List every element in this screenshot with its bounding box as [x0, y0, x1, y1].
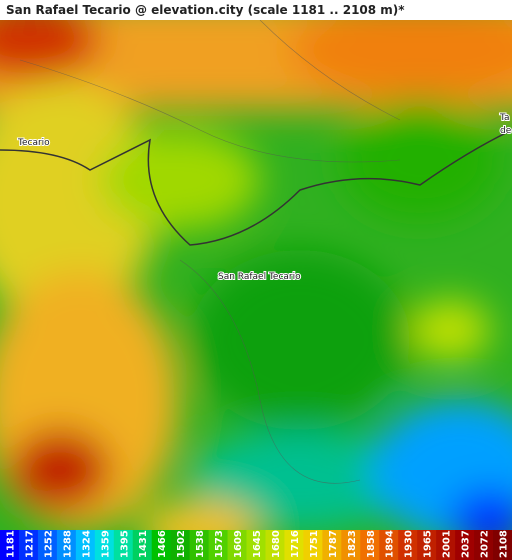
legend-swatch [151, 530, 172, 560]
legend-swatch [398, 530, 418, 560]
legend-label: 1716 [290, 530, 301, 558]
legend-label: 1181 [5, 530, 16, 558]
place-label: Tecario [17, 138, 50, 148]
legend-label: 1930 [404, 530, 415, 558]
legend-label: 1609 [233, 530, 244, 558]
legend-swatch [455, 530, 475, 560]
legend-swatch [303, 530, 323, 560]
legend-label: 1252 [43, 530, 54, 558]
place-label: Ta [499, 113, 510, 123]
legend: 1181 1217 1252 1288 1324 1359 1395 1431 1466 1502… [0, 530, 512, 560]
legend-label: 1395 [119, 530, 130, 558]
legend-swatch [113, 530, 134, 560]
legend-label: 1288 [62, 530, 73, 558]
legend-label: 2108 [499, 530, 510, 558]
legend-swatch [341, 530, 361, 560]
map-title: San Rafael Tecario @ elevation.city (sca… [6, 3, 405, 17]
legend-swatch [170, 530, 191, 560]
legend-swatch [37, 530, 58, 560]
legend-label: 1787 [328, 530, 339, 558]
legend-swatch [360, 530, 380, 560]
legend-swatch [417, 530, 437, 560]
legend-swatch [379, 530, 399, 560]
legend-label: 2037 [461, 530, 472, 558]
legend-label: 1502 [176, 530, 187, 558]
legend-label: 1751 [309, 530, 320, 558]
legend-label: 1894 [385, 530, 396, 558]
legend-swatch [208, 530, 229, 560]
legend-swatch [189, 530, 210, 560]
legend-swatch [132, 530, 153, 560]
legend-label: 1217 [24, 530, 35, 558]
place-label: San Rafael Tecario [218, 272, 301, 282]
legend-swatch [322, 530, 342, 560]
legend-label: 1645 [252, 530, 263, 558]
legend-swatch [246, 530, 266, 560]
legend-swatch [265, 530, 285, 560]
legend-swatch [94, 530, 115, 560]
legend-swatch [0, 530, 20, 560]
legend-swatch [75, 530, 96, 560]
legend-label: 1965 [423, 530, 434, 558]
place-label: de [500, 126, 512, 136]
legend-label: 1858 [366, 530, 377, 558]
legend-swatch [474, 530, 494, 560]
legend-label: 2001 [442, 530, 453, 558]
legend-swatch [227, 530, 248, 560]
legend-label: 1359 [100, 530, 111, 558]
legend-label: 1538 [195, 530, 206, 558]
legend-swatch [436, 530, 456, 560]
legend-swatch [493, 530, 512, 560]
legend-label: 1823 [347, 530, 358, 558]
legend-label: 1431 [138, 530, 149, 558]
legend-label: 2072 [480, 530, 491, 558]
legend-label: 1324 [81, 530, 92, 558]
legend-label: 1573 [214, 530, 225, 558]
legend-swatch [18, 530, 39, 560]
title-bar [0, 0, 512, 20]
legend-label: 1680 [271, 530, 282, 558]
legend-swatch [284, 530, 304, 560]
legend-label: 1466 [157, 530, 168, 558]
legend-swatch [56, 530, 77, 560]
